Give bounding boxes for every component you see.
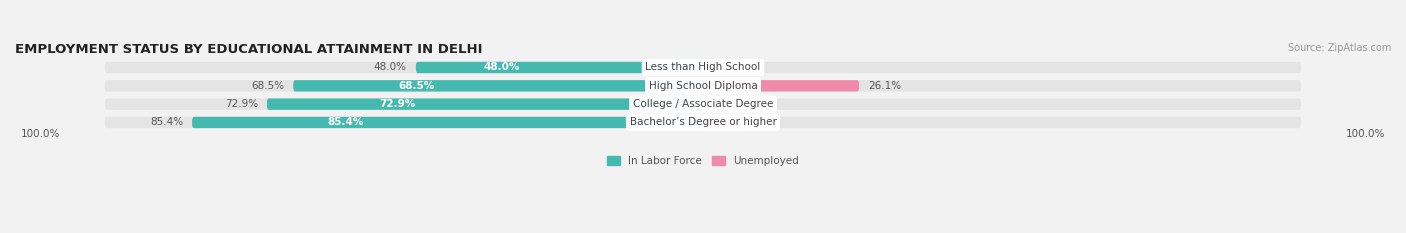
Text: 6.3%: 6.3% <box>749 117 776 127</box>
FancyBboxPatch shape <box>104 62 1302 73</box>
FancyBboxPatch shape <box>104 99 1302 110</box>
Text: 68.5%: 68.5% <box>398 81 434 91</box>
Text: 0.0%: 0.0% <box>711 99 738 109</box>
FancyBboxPatch shape <box>104 117 1302 128</box>
Text: 48.0%: 48.0% <box>484 62 520 72</box>
FancyBboxPatch shape <box>193 117 703 128</box>
FancyBboxPatch shape <box>416 62 703 73</box>
Text: 85.4%: 85.4% <box>328 117 364 127</box>
Legend: In Labor Force, Unemployed: In Labor Force, Unemployed <box>607 156 799 166</box>
Text: High School Diploma: High School Diploma <box>648 81 758 91</box>
Text: Bachelor’s Degree or higher: Bachelor’s Degree or higher <box>630 117 776 127</box>
Text: College / Associate Degree: College / Associate Degree <box>633 99 773 109</box>
Text: 72.9%: 72.9% <box>225 99 257 109</box>
Text: 85.4%: 85.4% <box>150 117 183 127</box>
Text: 72.9%: 72.9% <box>380 99 416 109</box>
Text: 26.1%: 26.1% <box>868 81 901 91</box>
Text: 100.0%: 100.0% <box>21 129 60 139</box>
Text: Source: ZipAtlas.com: Source: ZipAtlas.com <box>1288 43 1391 53</box>
Text: 48.0%: 48.0% <box>374 62 406 72</box>
FancyBboxPatch shape <box>703 117 741 128</box>
Text: Less than High School: Less than High School <box>645 62 761 72</box>
FancyBboxPatch shape <box>294 80 703 92</box>
FancyBboxPatch shape <box>703 80 859 92</box>
Text: 0.0%: 0.0% <box>711 62 738 72</box>
Text: 68.5%: 68.5% <box>252 81 284 91</box>
FancyBboxPatch shape <box>104 80 1302 92</box>
FancyBboxPatch shape <box>267 99 703 110</box>
Text: 100.0%: 100.0% <box>1346 129 1385 139</box>
Text: EMPLOYMENT STATUS BY EDUCATIONAL ATTAINMENT IN DELHI: EMPLOYMENT STATUS BY EDUCATIONAL ATTAINM… <box>15 43 482 56</box>
